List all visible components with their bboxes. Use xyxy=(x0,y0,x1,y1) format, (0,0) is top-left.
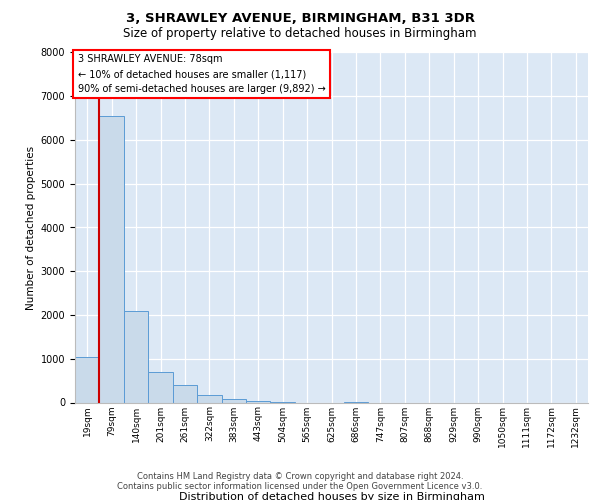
Y-axis label: Number of detached properties: Number of detached properties xyxy=(26,146,37,310)
Bar xyxy=(124,310,148,402)
Bar xyxy=(75,356,100,403)
Text: 3 SHRAWLEY AVENUE: 78sqm
← 10% of detached houses are smaller (1,117)
90% of sem: 3 SHRAWLEY AVENUE: 78sqm ← 10% of detach… xyxy=(77,54,325,94)
Bar xyxy=(148,372,173,402)
Bar xyxy=(221,399,246,402)
Bar xyxy=(173,386,197,402)
Bar xyxy=(100,116,124,403)
Bar xyxy=(246,401,271,402)
Bar xyxy=(197,395,221,402)
Text: Contains public sector information licensed under the Open Government Licence v3: Contains public sector information licen… xyxy=(118,482,482,491)
X-axis label: Distribution of detached houses by size in Birmingham: Distribution of detached houses by size … xyxy=(179,492,484,500)
Text: Contains HM Land Registry data © Crown copyright and database right 2024.: Contains HM Land Registry data © Crown c… xyxy=(137,472,463,481)
Text: 3, SHRAWLEY AVENUE, BIRMINGHAM, B31 3DR: 3, SHRAWLEY AVENUE, BIRMINGHAM, B31 3DR xyxy=(125,12,475,26)
Text: Size of property relative to detached houses in Birmingham: Size of property relative to detached ho… xyxy=(123,28,477,40)
